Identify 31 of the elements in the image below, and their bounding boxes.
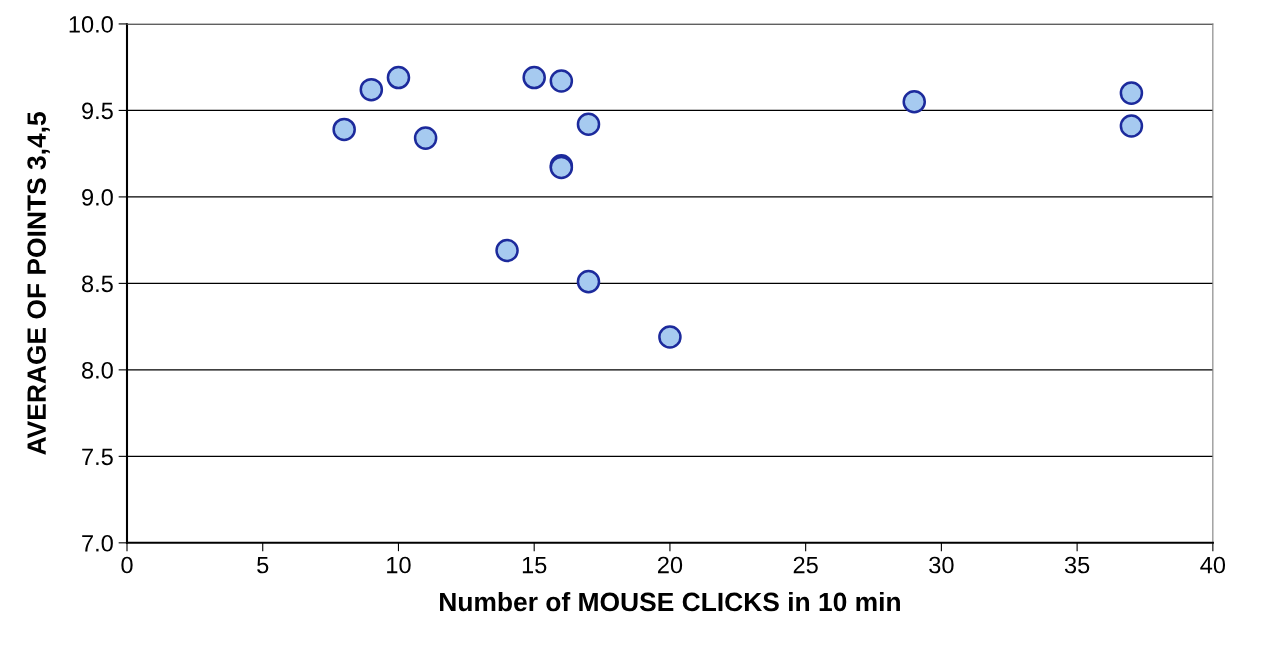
x-tick-label: 35 [1064,556,1090,574]
point [576,269,601,294]
point [522,65,546,90]
x-tick-label: 10 [387,556,411,574]
x-tick-label: 25 [793,556,818,574]
point [495,238,519,263]
x-tick-label: 30 [929,556,954,574]
y-tick-label: 10.0 [69,16,113,33]
y-tick-label: 8.0 [82,361,113,379]
point [1119,114,1144,138]
x-axis-title: Number of MOUSE CLICKS in 10 min [440,591,900,612]
x-tick-label: 40 [1200,556,1226,574]
x-tick-label: 20 [657,556,683,574]
point [386,65,411,90]
x-tick-label: 15 [522,556,547,574]
point [359,77,384,102]
point [549,69,574,93]
point [902,89,927,114]
point [576,112,601,137]
point [658,325,682,349]
y-tick-label: 9.5 [82,102,113,120]
y-tick-label: 9.0 [82,188,113,206]
x-tick-label: 0 [121,556,133,574]
y-tick-label: 8.5 [82,275,113,293]
point [413,126,438,150]
y-axis-title: AVERAGE OF POINTS 3,4,5 [27,112,50,455]
point [1119,81,1144,105]
y-tick-label: 7.5 [82,448,113,466]
point [332,117,356,142]
y-tick-label: 7.0 [82,534,113,552]
x-tick-label: 5 [257,556,269,574]
